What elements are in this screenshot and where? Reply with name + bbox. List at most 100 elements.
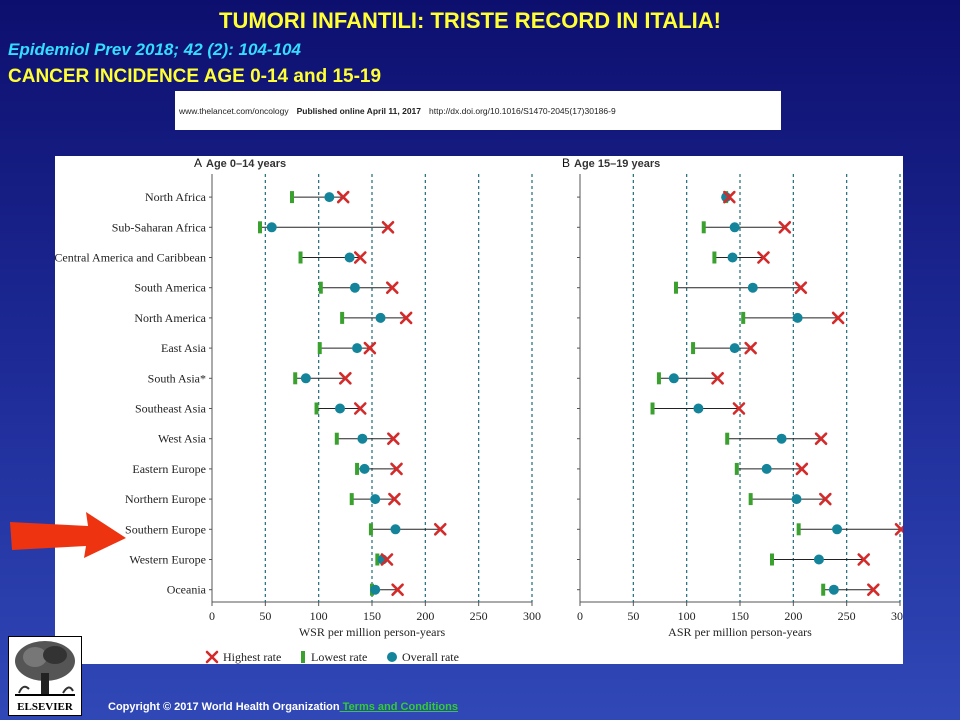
legend-lowest-icon — [301, 651, 305, 663]
x-tick-label: 100 — [310, 609, 328, 623]
highest-rate-mark — [388, 492, 401, 506]
overall-rate-dot — [266, 222, 277, 233]
lowest-rate-mark — [258, 221, 262, 234]
highest-rate-mark — [778, 221, 792, 234]
highest-rate-mark — [711, 372, 724, 385]
highest-rate-mark — [744, 341, 757, 355]
lowest-rate-mark — [368, 523, 373, 536]
lowest-rate-mark — [334, 432, 339, 445]
overall-rate-dot — [729, 222, 740, 233]
lowest-rate-mark — [349, 493, 354, 506]
lowest-rate-mark — [734, 462, 739, 475]
highest-rate-mark — [391, 583, 404, 596]
overall-rate-dot — [747, 282, 758, 293]
panel-letter-A: A — [194, 156, 202, 170]
category-label: East Asia — [161, 341, 207, 355]
highest-rate-mark — [433, 523, 447, 536]
category-label: Sub-Saharan Africa — [112, 220, 207, 234]
copyright-text: Copyright © 2017 World Health Organizati… — [108, 701, 340, 713]
x-tick-label: 150 — [731, 609, 749, 623]
panel-title-B: Age 15–19 years — [574, 158, 660, 170]
lowest-rate-mark — [318, 281, 323, 294]
highest-rate-mark — [390, 462, 403, 476]
highest-rate-mark — [723, 190, 736, 204]
highest-rate-mark — [353, 402, 367, 415]
overall-rate-dot — [832, 524, 843, 535]
highest-rate-mark — [831, 311, 845, 325]
legend-lowest-label: Lowest rate — [311, 650, 367, 664]
lowest-rate-mark — [340, 311, 345, 324]
overall-rate-dot — [375, 312, 386, 323]
logo-wordmark: ELSEVIER — [17, 701, 73, 713]
chart-panel: A Age 0–14 years 0 50 100 150 200 250 300 WSR per… — [55, 156, 903, 664]
overall-rate-dot — [349, 282, 360, 293]
elsevier-logo: ELSEVIER — [8, 636, 82, 716]
journal-reference: Epidemiol Prev 2018; 42 (2): 104-104 — [8, 40, 301, 59]
lowest-rate-mark — [656, 372, 661, 385]
highest-rate-mark — [819, 492, 832, 506]
overall-rate-dot — [693, 403, 704, 414]
overall-rate-dot — [776, 433, 787, 444]
highest-rate-mark — [339, 372, 352, 385]
lowest-rate-mark — [650, 402, 655, 415]
legend-highest-label: Highest rate — [223, 650, 281, 664]
category-label: Central America and Caribbean — [55, 251, 206, 265]
lowest-rate-mark — [741, 311, 746, 324]
overall-rate-dot — [352, 343, 363, 354]
highest-rate-mark — [795, 462, 809, 476]
overall-rate-dot — [727, 252, 738, 263]
overall-rate-dot — [370, 584, 381, 595]
x-tick-label: 50 — [259, 609, 271, 623]
incidence-heading: CANCER INCIDENCE AGE 0-14 and 15-19 — [8, 66, 382, 87]
lancet-reference-banner: www.thelancet.com/oncology Published onl… — [175, 91, 781, 130]
legend-highest-icon — [205, 650, 219, 664]
overall-rate-dot — [370, 494, 381, 505]
lowest-rate-mark — [821, 583, 826, 596]
highest-rate-mark — [894, 523, 903, 536]
lowest-rate-mark — [796, 523, 801, 536]
overall-rate-dot — [761, 463, 772, 474]
x-tick-label: 0 — [209, 609, 215, 623]
category-label: Western Europe — [129, 553, 206, 567]
highest-rate-mark — [353, 251, 367, 264]
terms-link[interactable]: Terms and Conditions — [339, 701, 458, 713]
category-label: South Asia* — [148, 371, 206, 385]
category-label: Oceania — [167, 583, 207, 597]
tree-engraving-icon — [9, 637, 81, 701]
overall-rate-dot — [668, 373, 679, 384]
highest-rate-mark — [363, 341, 377, 355]
highest-rate-mark — [380, 553, 394, 566]
highest-rate-mark — [757, 251, 770, 264]
legend-overall-label: Overall rate — [402, 650, 459, 664]
lowest-rate-mark — [770, 553, 774, 566]
highest-rate-mark — [387, 432, 400, 445]
x-axis-label-A: WSR per million person-years — [299, 625, 446, 639]
copyright-notice: Copyright © 2017 World Health Organizati… — [108, 701, 458, 713]
overall-rate-dot — [828, 584, 839, 595]
highest-rate-mark — [399, 311, 413, 325]
highest-rate-mark — [336, 190, 350, 204]
overall-rate-dot — [390, 524, 401, 535]
overall-rate-dot — [357, 433, 368, 444]
highest-rate-mark — [814, 432, 828, 445]
banner-site: www.thelancet.com/oncology — [179, 105, 289, 116]
lowest-rate-mark — [748, 493, 753, 506]
x-tick-label: 50 — [627, 609, 639, 623]
legend-overall-icon — [387, 652, 397, 662]
category-label: North Africa — [145, 190, 207, 204]
overall-rate-dot — [344, 252, 355, 263]
x-tick-label: 0 — [577, 609, 583, 623]
overall-rate-dot — [729, 343, 740, 354]
lowest-rate-mark — [725, 432, 730, 445]
banner-doi: http://dx.doi.org/10.1016/S1470-2045(17)… — [429, 105, 616, 116]
category-label: West Asia — [158, 432, 207, 446]
southern-europe-arrow-icon — [10, 512, 126, 558]
x-tick-label: 200 — [784, 609, 802, 623]
lowest-rate-mark — [691, 342, 696, 355]
panel-letter-B: B — [562, 156, 570, 170]
x-tick-label: 300 — [523, 609, 541, 623]
x-tick-label: 250 — [470, 609, 488, 623]
panel-title-A: Age 0–14 years — [206, 158, 286, 170]
highest-rate-mark — [857, 553, 871, 566]
category-label: Northern Europe — [125, 492, 206, 506]
